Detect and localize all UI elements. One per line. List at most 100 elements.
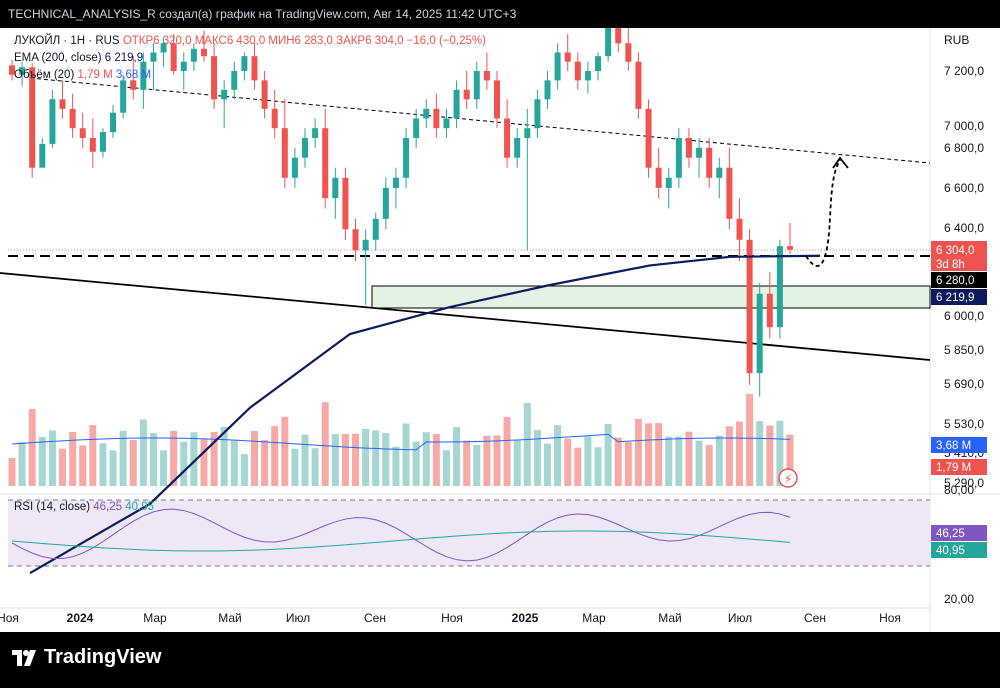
forecast-arrow [805,159,841,267]
volume-bar [473,445,481,486]
volume-bar [584,436,592,486]
candle-body [655,167,662,188]
volume-bar [533,430,541,486]
volume-bar [645,423,653,486]
candle-body [362,239,369,251]
candle-body [261,80,268,109]
candle-body [504,118,511,158]
candle-body [291,157,298,178]
volume-bar [180,441,188,486]
candle-body [271,108,278,129]
volume-bar [129,439,137,486]
volume-bar [402,423,410,486]
volume-bar [705,445,713,486]
volume-bar [200,439,208,486]
legend-symbol: ЛУКОЙЛ · 1Н · RUS ОТКР6 320,0 МАКС6 430,… [14,34,486,47]
candle-body [524,128,531,138]
candle-body [221,89,228,100]
volume-bar [442,450,450,486]
candle-body [463,89,470,100]
candle-body [372,218,379,240]
candle-body [352,229,359,251]
price-tick-label: 5 530,0 [944,417,984,431]
volume-bar [321,402,329,486]
volume-bar [786,434,794,486]
volume-bar [554,425,562,486]
price-tick-label: 6 000,0 [944,309,984,323]
volume-bar [362,428,370,486]
volume-bar [766,425,774,486]
volume-bar [28,408,36,486]
candle-body [483,71,490,81]
price-tick-label: 7 000,0 [944,119,984,133]
volume-bar [59,448,67,486]
volume-bar [372,430,380,486]
countdown-value: 3d 8h [936,259,965,271]
volume-bar [311,448,319,486]
candle-body [19,67,26,75]
volume-bar [523,402,531,486]
ema200-line [29,254,821,575]
time-tick-label: Сен [804,611,826,625]
rsi-tag [931,525,987,541]
candle-body [211,56,218,100]
lightning-icon[interactable] [778,468,798,488]
price-chart[interactable]: ЛУКОЙЛ · 1Н · RUS ОТКР6 320,0 МАКС6 430,… [0,28,1000,632]
volume-bar [352,433,360,486]
time-tick-label: Мар [143,611,167,625]
tradingview-logo[interactable]: TradingView [12,646,161,669]
candle-body [514,137,521,158]
volume-bar [574,447,582,486]
candle-body [665,177,672,188]
candle-body [170,43,177,71]
candle-body [332,177,339,199]
candle-body [110,112,117,133]
time-tick-label: 2024 [67,611,94,625]
volume-bar [331,434,339,486]
candle-body [473,71,480,100]
candle-body [615,28,622,44]
time-tick-label: Май [658,611,682,625]
candle-body [675,137,682,178]
rsi-band [8,500,930,566]
price-tick-label: 6 800,0 [944,141,984,155]
time-tick-label: Июл [286,611,310,625]
volume-bar [594,447,602,486]
candle-body [29,67,36,168]
currency-label: RUB [944,33,969,47]
legend-volume: Объём (20) 1,79 M 3,68 M [14,69,151,81]
time-axis-ticks: Ноя 2024 Мар Май Июл Сен Ноя 2025 Мар Май Июл Сен Но… [0,611,901,625]
candle-body [150,52,157,62]
time-tick-label: Май [218,611,242,625]
candle-body [140,61,147,90]
volume-bar [79,445,87,486]
candle-body [554,52,561,81]
volume-bar [685,431,693,486]
time-tick-label: Мар [582,611,606,625]
screenshot-header: TECHNICAL_ANALYSIS_R создал(а) график на… [8,7,517,21]
candle-body [726,167,733,219]
volume-bar [432,433,440,486]
vol-ma-tag-value: 3,68 M [936,440,971,452]
candle-body [787,246,793,250]
price-tick-label: 6 400,0 [944,221,984,235]
candle-body [595,56,602,71]
rsi-ma-tag [931,542,987,558]
price-axis-ticks: 7 200,0 7 000,0 6 800,0 6 600,0 6 400,0 6 000… [944,64,984,606]
candle-body [231,71,238,90]
legend-ema: EMA (200, close) 6 219,9 [14,52,143,64]
candle-body [190,48,197,62]
candle-body [574,61,581,81]
volume-bar [655,423,663,486]
volume-bar [48,430,56,486]
candle-body [564,52,571,62]
price-tick-label: 5 690,0 [944,377,984,391]
volume-bar [624,442,632,486]
time-tick-label: 2025 [512,611,539,625]
time-tick-label: Ноя [879,611,901,625]
volume-bar [281,416,289,486]
candle-body [696,147,703,158]
candle-body [180,61,187,71]
rsi-ma-line [11,530,791,552]
